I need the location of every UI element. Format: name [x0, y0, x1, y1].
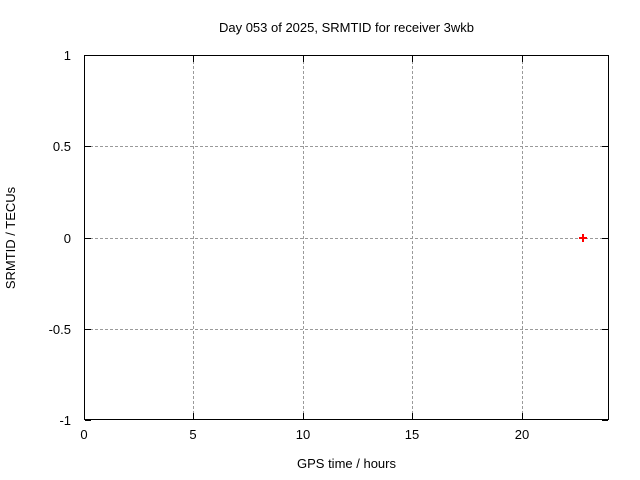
x-tick-bottom	[412, 413, 413, 419]
y-tick-right	[602, 329, 608, 330]
gridline-vertical	[193, 56, 194, 419]
y-tick-right	[602, 238, 608, 239]
x-tick-label: 15	[404, 427, 420, 442]
x-tick-label: 10	[295, 427, 311, 442]
x-tick-label: 20	[514, 427, 530, 442]
x-tick-bottom	[84, 413, 85, 419]
y-tick-left	[85, 420, 91, 421]
y-tick-right	[602, 55, 608, 56]
plot-area	[84, 55, 609, 420]
x-tick-top	[193, 56, 194, 62]
chart-title: Day 053 of 2025, SRMTID for receiver 3wk…	[218, 20, 475, 35]
x-tick-bottom	[522, 413, 523, 419]
x-axis-label: GPS time / hours	[297, 456, 396, 471]
gridline-horizontal	[85, 146, 608, 147]
y-tick-label: 1	[63, 48, 71, 63]
x-tick-label: 5	[189, 427, 197, 442]
y-tick-left	[85, 238, 91, 239]
marker-vertical-bar	[582, 234, 584, 242]
gridline-vertical	[412, 56, 413, 419]
gridline-vertical	[303, 56, 304, 419]
x-tick-top	[303, 56, 304, 62]
gridline-vertical	[522, 56, 523, 419]
gridline-horizontal	[85, 238, 608, 239]
x-tick-bottom	[193, 413, 194, 419]
y-tick-left	[85, 55, 91, 56]
y-tick-left	[85, 146, 91, 147]
gridline-horizontal	[85, 329, 608, 330]
y-tick-right	[602, 146, 608, 147]
x-tick-top	[412, 56, 413, 62]
data-point-marker	[579, 234, 587, 242]
x-tick-top	[84, 56, 85, 62]
x-tick-top	[522, 56, 523, 62]
y-tick-label: 0.5	[52, 139, 71, 154]
y-tick-right	[602, 420, 608, 421]
y-tick-label: -1	[59, 413, 71, 428]
y-tick-left	[85, 329, 91, 330]
y-tick-label: -0.5	[48, 322, 71, 337]
y-tick-label: 0	[63, 231, 71, 246]
x-tick-bottom	[303, 413, 304, 419]
x-tick-label: 0	[80, 427, 88, 442]
